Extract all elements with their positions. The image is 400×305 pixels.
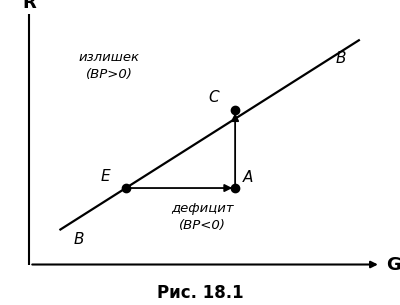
Text: B: B xyxy=(336,51,346,66)
Text: B: B xyxy=(73,232,84,247)
Text: A: A xyxy=(243,170,253,185)
Text: Рис. 18.1: Рис. 18.1 xyxy=(157,284,243,302)
Text: дефицит
(BP<0): дефицит (BP<0) xyxy=(171,202,234,231)
Text: излишек
(BP>0): излишек (BP>0) xyxy=(78,51,140,81)
Text: C: C xyxy=(208,90,218,105)
Text: G: G xyxy=(386,256,400,274)
Text: R: R xyxy=(22,0,36,12)
Text: E: E xyxy=(101,169,111,184)
